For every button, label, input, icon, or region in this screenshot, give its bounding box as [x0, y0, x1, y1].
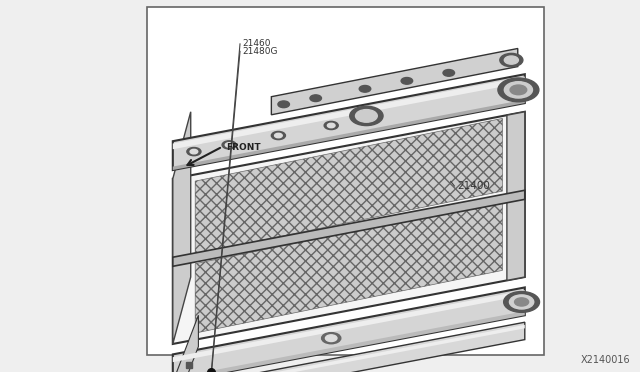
Circle shape: [509, 295, 534, 309]
Polygon shape: [173, 288, 525, 372]
Circle shape: [504, 82, 532, 98]
Text: FRONT: FRONT: [226, 143, 260, 152]
Polygon shape: [173, 112, 191, 344]
Text: 21480G: 21480G: [242, 47, 277, 56]
Circle shape: [310, 95, 321, 102]
Circle shape: [504, 292, 540, 312]
Text: X2140016: X2140016: [580, 355, 630, 365]
Polygon shape: [173, 311, 525, 372]
Polygon shape: [173, 74, 525, 170]
Circle shape: [515, 298, 529, 306]
Polygon shape: [173, 290, 525, 362]
Circle shape: [498, 78, 539, 102]
Polygon shape: [173, 315, 198, 372]
Circle shape: [443, 70, 454, 76]
Polygon shape: [173, 112, 525, 344]
Circle shape: [222, 141, 236, 149]
Circle shape: [359, 86, 371, 92]
Polygon shape: [195, 201, 502, 333]
Circle shape: [349, 106, 383, 126]
Circle shape: [271, 131, 285, 140]
Polygon shape: [173, 190, 525, 266]
Bar: [147, 7, 544, 355]
Circle shape: [401, 77, 413, 84]
Circle shape: [504, 56, 518, 64]
Circle shape: [328, 123, 335, 128]
Circle shape: [356, 110, 378, 122]
Circle shape: [326, 335, 337, 341]
Circle shape: [225, 143, 233, 147]
Text: 21460: 21460: [242, 39, 271, 48]
Circle shape: [275, 133, 282, 138]
Polygon shape: [173, 100, 525, 170]
Polygon shape: [173, 325, 525, 372]
Circle shape: [190, 150, 198, 154]
Circle shape: [187, 148, 201, 156]
Polygon shape: [173, 322, 525, 372]
Polygon shape: [271, 48, 518, 115]
Circle shape: [500, 54, 523, 67]
Polygon shape: [173, 77, 525, 149]
Circle shape: [324, 121, 339, 129]
Polygon shape: [195, 118, 502, 254]
Text: 21400: 21400: [458, 181, 490, 191]
Circle shape: [321, 333, 341, 344]
Polygon shape: [507, 112, 525, 280]
Circle shape: [278, 101, 289, 108]
Circle shape: [510, 85, 527, 95]
